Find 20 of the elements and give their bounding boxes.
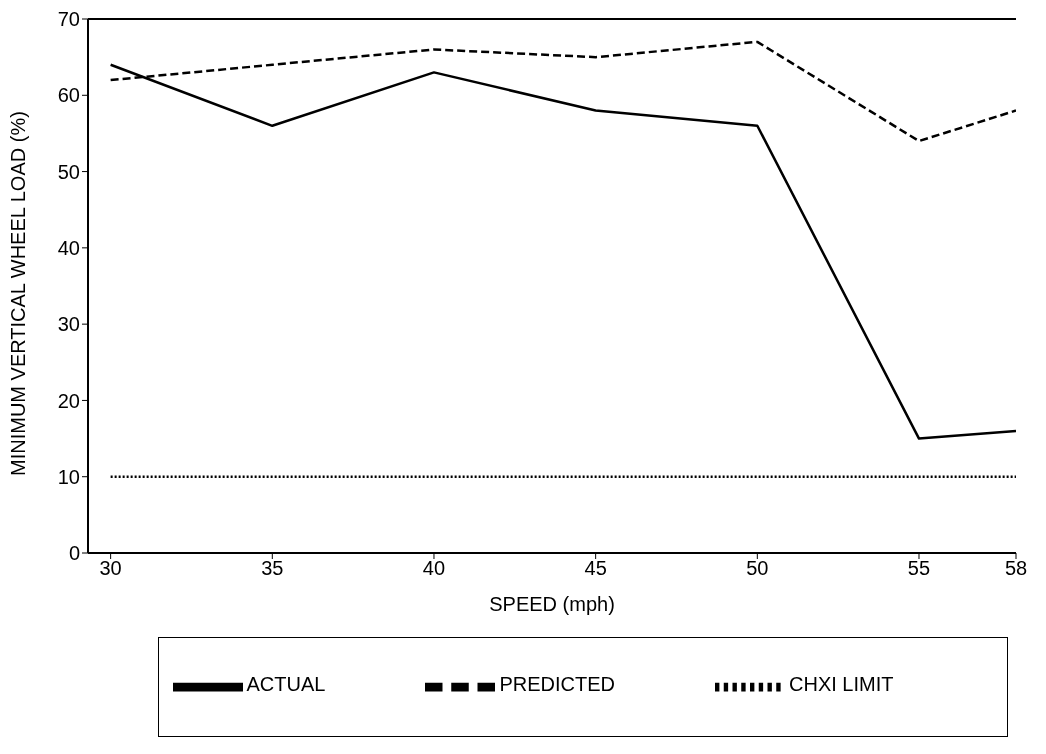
- x-tick-label: 58: [1004, 557, 1028, 580]
- legend-label: PREDICTED: [499, 673, 616, 696]
- legend-label: ACTUAL: [246, 673, 326, 696]
- x-tick-label: 30: [99, 557, 122, 580]
- y-tick-label: 70: [57, 8, 80, 31]
- y-tick-label: 50: [57, 160, 80, 183]
- y-axis-title: MINIMUM VERTICAL WHEEL LOAD (%): [7, 111, 30, 476]
- x-tick-label: 40: [422, 557, 446, 580]
- y-tick-label: 20: [57, 389, 80, 412]
- y-tick-label: 40: [57, 236, 80, 259]
- x-axis-title: SPEED (mph): [489, 593, 615, 615]
- x-tick-label: 35: [261, 557, 284, 580]
- y-tick-label: 30: [57, 313, 80, 336]
- x-tick-label: 50: [746, 557, 769, 580]
- x-tick-label: 45: [584, 557, 607, 580]
- legend-label: CHXI LIMIT: [789, 673, 894, 696]
- y-tick-label: 60: [57, 84, 80, 107]
- y-tick-label: 0: [68, 542, 80, 565]
- y-tick-label: 10: [57, 465, 80, 488]
- x-tick-label: 55: [907, 557, 931, 580]
